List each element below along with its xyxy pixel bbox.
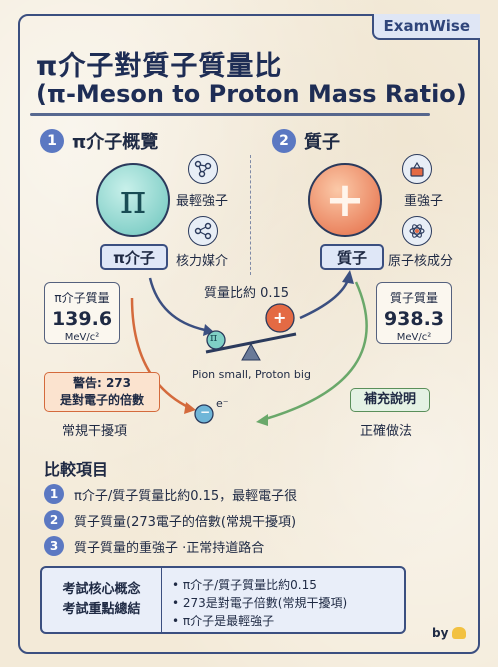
- section-title: 質子: [304, 132, 340, 153]
- seesaw-pivot: [241, 342, 261, 361]
- feature-heavy-hadron: 重強子: [404, 194, 444, 209]
- byline-text: by: [432, 626, 449, 640]
- brand-tag: ExamWise: [371, 14, 480, 40]
- summary-point: 273是對電子倍數(常規干擾項): [172, 594, 347, 612]
- item-text: π介子/質子質量比約0.15，最輕電子很: [74, 488, 298, 504]
- atom-nucleus-icon: [402, 216, 432, 246]
- warning-arrow-head: [184, 402, 196, 414]
- title-underline: [30, 113, 430, 116]
- item-number-badge: 1: [44, 484, 64, 504]
- item-number-badge: 2: [44, 510, 64, 530]
- section-title: π介子概覽: [72, 132, 159, 153]
- proton-mass-unit: MeV/c²: [396, 332, 432, 343]
- list-item: 1 π介子/質子質量比約0.15，最輕電子很: [44, 484, 297, 504]
- electron-symbol: −: [200, 405, 211, 419]
- list-item: 3 質子質量的重強子 ·正常持道路合: [44, 536, 264, 556]
- pion-mass-box: π介子質量 139.6 MeV/c²: [44, 282, 120, 344]
- page-subtitle: (π-Meson to Proton Mass Ratio): [36, 80, 467, 108]
- summary-heading: 考試核心概念 考試重點總結: [42, 568, 162, 632]
- balance-caption: Pion small, Proton big: [192, 368, 311, 381]
- section-proton-header: 2 質子: [272, 128, 340, 154]
- summary-point: π介子/質子質量比約0.15: [172, 576, 347, 594]
- section-pion-header: 1 π介子概覽: [40, 128, 158, 154]
- pion-mass-unit: MeV/c²: [64, 332, 100, 343]
- small-proton-symbol: +: [273, 308, 287, 327]
- small-pion-icon: [206, 330, 226, 350]
- compare-title: 比較項目: [44, 460, 109, 479]
- note-box: 補充說明: [350, 388, 430, 412]
- warning-subtext: 常規干擾項: [62, 424, 128, 439]
- item-text: 質子質量(273電子的倍數(常規干擾項): [74, 514, 297, 530]
- item-number-badge: 3: [44, 536, 64, 556]
- summary-point: π介子是最輕強子: [172, 612, 347, 630]
- item-text: 質子質量的重強子 ·正常持道路合: [74, 540, 265, 556]
- hadron-molecule-icon: [188, 154, 218, 184]
- small-proton-icon: [265, 303, 295, 333]
- pion-arrow: [148, 277, 206, 332]
- summary-points: π介子/質子質量比約0.15 273是對電子倍數(常規干擾項) π介子是最輕強子: [172, 576, 347, 630]
- list-item: 2 質子質量(273電子的倍數(常規干擾項): [44, 510, 296, 530]
- note-arrow: [261, 281, 368, 422]
- small-pion-symbol: π: [210, 331, 218, 344]
- proton-label: 質子: [320, 244, 384, 270]
- electron-icon: [194, 404, 214, 424]
- section-number-badge: 1: [40, 129, 64, 153]
- proton-arrow: [299, 279, 350, 320]
- section-divider: [250, 155, 251, 275]
- pion-mass-key: π介子質量: [54, 291, 110, 305]
- pion-label: π介子: [100, 244, 168, 270]
- proton-arrow-head: [342, 270, 354, 284]
- section-number-badge: 2: [272, 129, 296, 153]
- feature-nuclear-mediator: 核力媒介: [176, 254, 229, 269]
- note-subtext: 正確做法: [360, 424, 413, 439]
- warning-arrow: [130, 297, 191, 410]
- electron-label: e⁻: [216, 397, 229, 410]
- feature-nucleus-component: 原子核成分: [388, 254, 454, 269]
- warning-line1: 警告: 273: [72, 376, 132, 390]
- proton-mass-key: 質子質量: [389, 291, 438, 305]
- summary-heading-line2: 考試重點總結: [62, 602, 141, 617]
- nuclear-force-icon: [188, 216, 218, 246]
- pion-icon: π: [96, 163, 170, 237]
- hand-logo-icon: [452, 627, 467, 639]
- note-arrow-head: [256, 414, 268, 426]
- proton-icon: +: [308, 163, 382, 237]
- feature-lightest-hadron: 最輕強子: [176, 194, 229, 209]
- proton-mass-value: 938.3: [383, 308, 445, 330]
- page-title: π介子對質子質量比: [36, 51, 283, 82]
- ratio-label: 質量比約 0.15: [204, 286, 290, 301]
- byline: by: [432, 626, 467, 640]
- heavy-weight-icon: [402, 154, 432, 184]
- card-frame: [18, 14, 480, 654]
- pion-mass-value: 139.6: [51, 308, 113, 330]
- summary-box: 考試核心概念 考試重點總結 π介子/質子質量比約0.15 273是對電子倍數(常…: [40, 566, 406, 634]
- summary-heading-line1: 考試核心概念: [62, 582, 141, 597]
- warning-box: 警告: 273 是對電子的倍數: [44, 372, 160, 412]
- proton-mass-box: 質子質量 938.3 MeV/c²: [376, 282, 452, 344]
- warning-line2: 是對電子的倍數: [59, 393, 144, 407]
